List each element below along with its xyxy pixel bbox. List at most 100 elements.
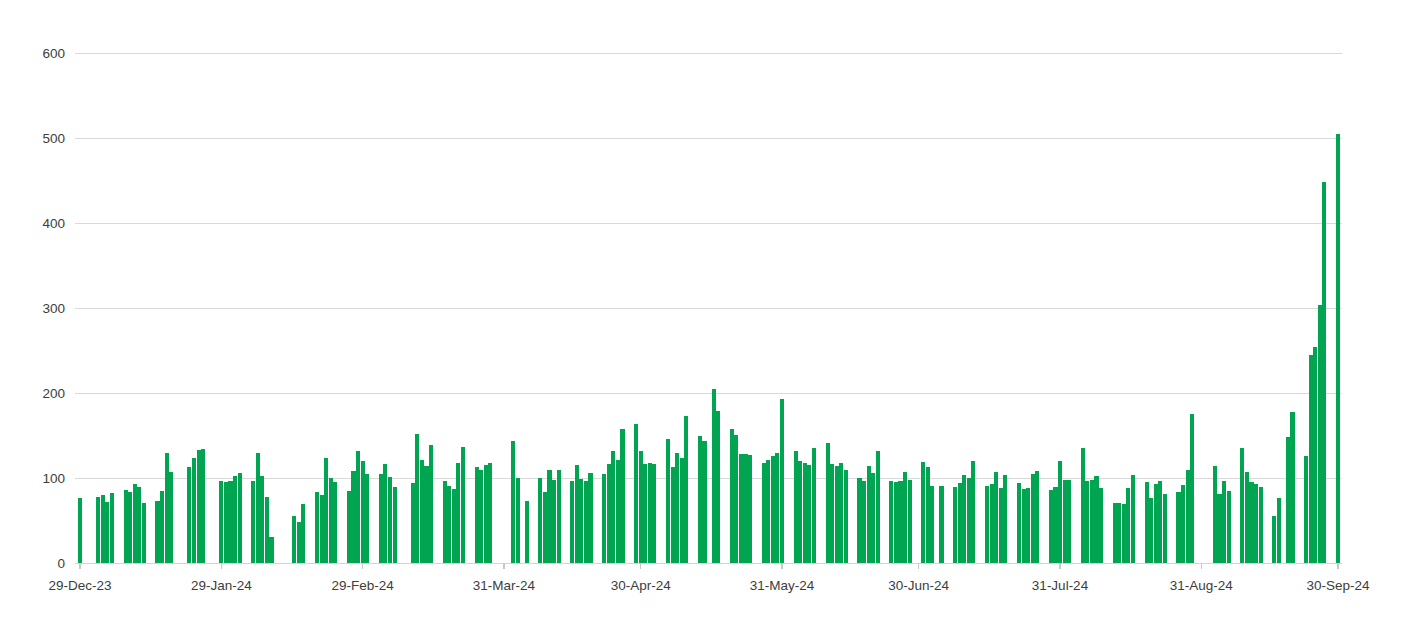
bar (1313, 347, 1317, 563)
bar (137, 487, 141, 564)
bar (1336, 134, 1340, 563)
bar (771, 456, 775, 563)
bar (269, 537, 273, 563)
bar (967, 478, 971, 563)
y-axis-label: 0 (57, 556, 65, 571)
bar (575, 465, 579, 563)
bar (315, 492, 319, 563)
bar (734, 435, 738, 563)
bar (424, 466, 428, 563)
bar (1272, 516, 1276, 563)
bar (365, 474, 369, 563)
bar (443, 481, 447, 563)
daily-volume-bar-chart-page: 010020030040050060029-Dec-2329-Jan-2429-… (0, 0, 1410, 640)
bar (639, 451, 643, 563)
bar (456, 463, 460, 563)
bar (652, 464, 656, 563)
bar (648, 463, 652, 563)
bar (1286, 437, 1290, 563)
bar (329, 478, 333, 563)
bar (1222, 481, 1226, 563)
bar (1240, 448, 1244, 563)
bar (908, 480, 912, 563)
bar (985, 486, 989, 563)
bar (1304, 456, 1308, 563)
bar (1099, 488, 1103, 563)
bar (1035, 471, 1039, 563)
bar (155, 501, 159, 563)
bar (1154, 484, 1158, 563)
bar (807, 465, 811, 563)
bar (684, 416, 688, 563)
bar (488, 463, 492, 563)
bar (1249, 482, 1253, 563)
bar (780, 399, 784, 563)
x-axis-label: 30-Apr-24 (611, 578, 672, 593)
bar (588, 473, 592, 563)
bar (1122, 504, 1126, 564)
bar (839, 463, 843, 563)
bar (96, 497, 100, 563)
x-axis-label: 29-Dec-23 (48, 578, 111, 593)
bar (994, 472, 998, 563)
bar (743, 454, 747, 563)
bar (990, 484, 994, 563)
bar (233, 476, 237, 563)
bar (133, 484, 137, 563)
bar (871, 473, 875, 563)
bar (1049, 490, 1053, 563)
bar (1081, 448, 1085, 563)
bar (570, 481, 574, 563)
bar (898, 481, 902, 563)
bar (511, 441, 515, 563)
bar (611, 451, 615, 563)
bar (671, 467, 675, 563)
bar (420, 460, 424, 563)
bar (192, 458, 196, 563)
bar (862, 481, 866, 563)
bar (607, 464, 611, 563)
bar (525, 501, 529, 563)
x-axis-label: 30-Sep-24 (1306, 578, 1370, 593)
bar (347, 491, 351, 563)
bar (1259, 487, 1263, 564)
bar (429, 445, 433, 563)
bar (876, 451, 880, 563)
bar (798, 461, 802, 563)
y-axis-label: 500 (42, 131, 65, 146)
bar (187, 467, 191, 563)
bar (411, 483, 415, 563)
bar (228, 481, 232, 563)
bar (543, 492, 547, 563)
bar (835, 466, 839, 563)
bar (1113, 503, 1117, 563)
bar (1053, 487, 1057, 564)
bar (1149, 498, 1153, 563)
y-axis-label: 200 (42, 386, 65, 401)
bar (379, 474, 383, 563)
bar (812, 448, 816, 563)
bar (698, 436, 702, 563)
bar (939, 486, 943, 563)
bar (999, 488, 1003, 563)
bar (620, 429, 624, 563)
bar (748, 455, 752, 563)
bar (1213, 466, 1217, 563)
bar (101, 495, 105, 563)
y-axis-label: 300 (42, 301, 65, 316)
bar (675, 453, 679, 564)
bar (584, 481, 588, 563)
bar (388, 477, 392, 563)
bar (634, 424, 638, 563)
bar (739, 454, 743, 563)
bar (1117, 503, 1121, 563)
bar (1003, 475, 1007, 563)
bar (201, 449, 205, 563)
bar (666, 439, 670, 563)
bar (128, 492, 132, 563)
bar (958, 483, 962, 563)
bar (260, 476, 264, 563)
bar (1031, 474, 1035, 563)
bar (1126, 488, 1130, 563)
bar-chart-canvas: 010020030040050060029-Dec-2329-Jan-2429-… (0, 0, 1410, 640)
